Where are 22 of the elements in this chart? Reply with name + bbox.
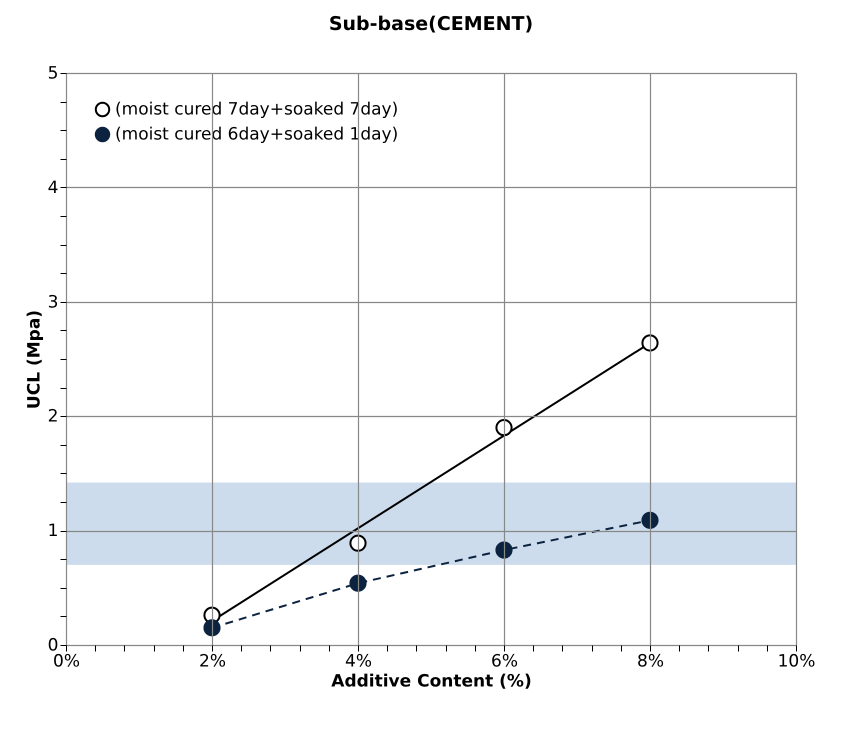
legend-label: (moist cured 7day+soaked 7day) [115, 100, 398, 120]
y-tick-label: 1 [48, 521, 58, 542]
x-tick-label: 0% [53, 652, 80, 672]
y-axis-title: UCL (Mpa) [24, 310, 45, 410]
y-tick-label: 2 [48, 406, 58, 427]
point [349, 574, 367, 592]
point [641, 334, 659, 352]
x-tick-label: 2% [199, 652, 226, 672]
chart-title: Sub-base(CEMENT) [328, 13, 534, 35]
y-tick-label: 3 [48, 292, 58, 312]
x-axis-title: Additive Content (%) [331, 672, 532, 692]
point [349, 534, 367, 552]
x-tick-label: 8% [637, 652, 664, 672]
x-tick-label: 6% [491, 652, 518, 672]
point [203, 619, 221, 636]
y-tick-label: 5 [48, 64, 58, 84]
y-tick-label: 4 [48, 178, 58, 198]
point [641, 512, 659, 529]
point [495, 541, 513, 559]
x-tick-label: 4% [345, 652, 372, 672]
legend-label: (moist cured 6day+soaked 1day) [115, 124, 398, 144]
x-tick-label: 10% [778, 652, 816, 672]
